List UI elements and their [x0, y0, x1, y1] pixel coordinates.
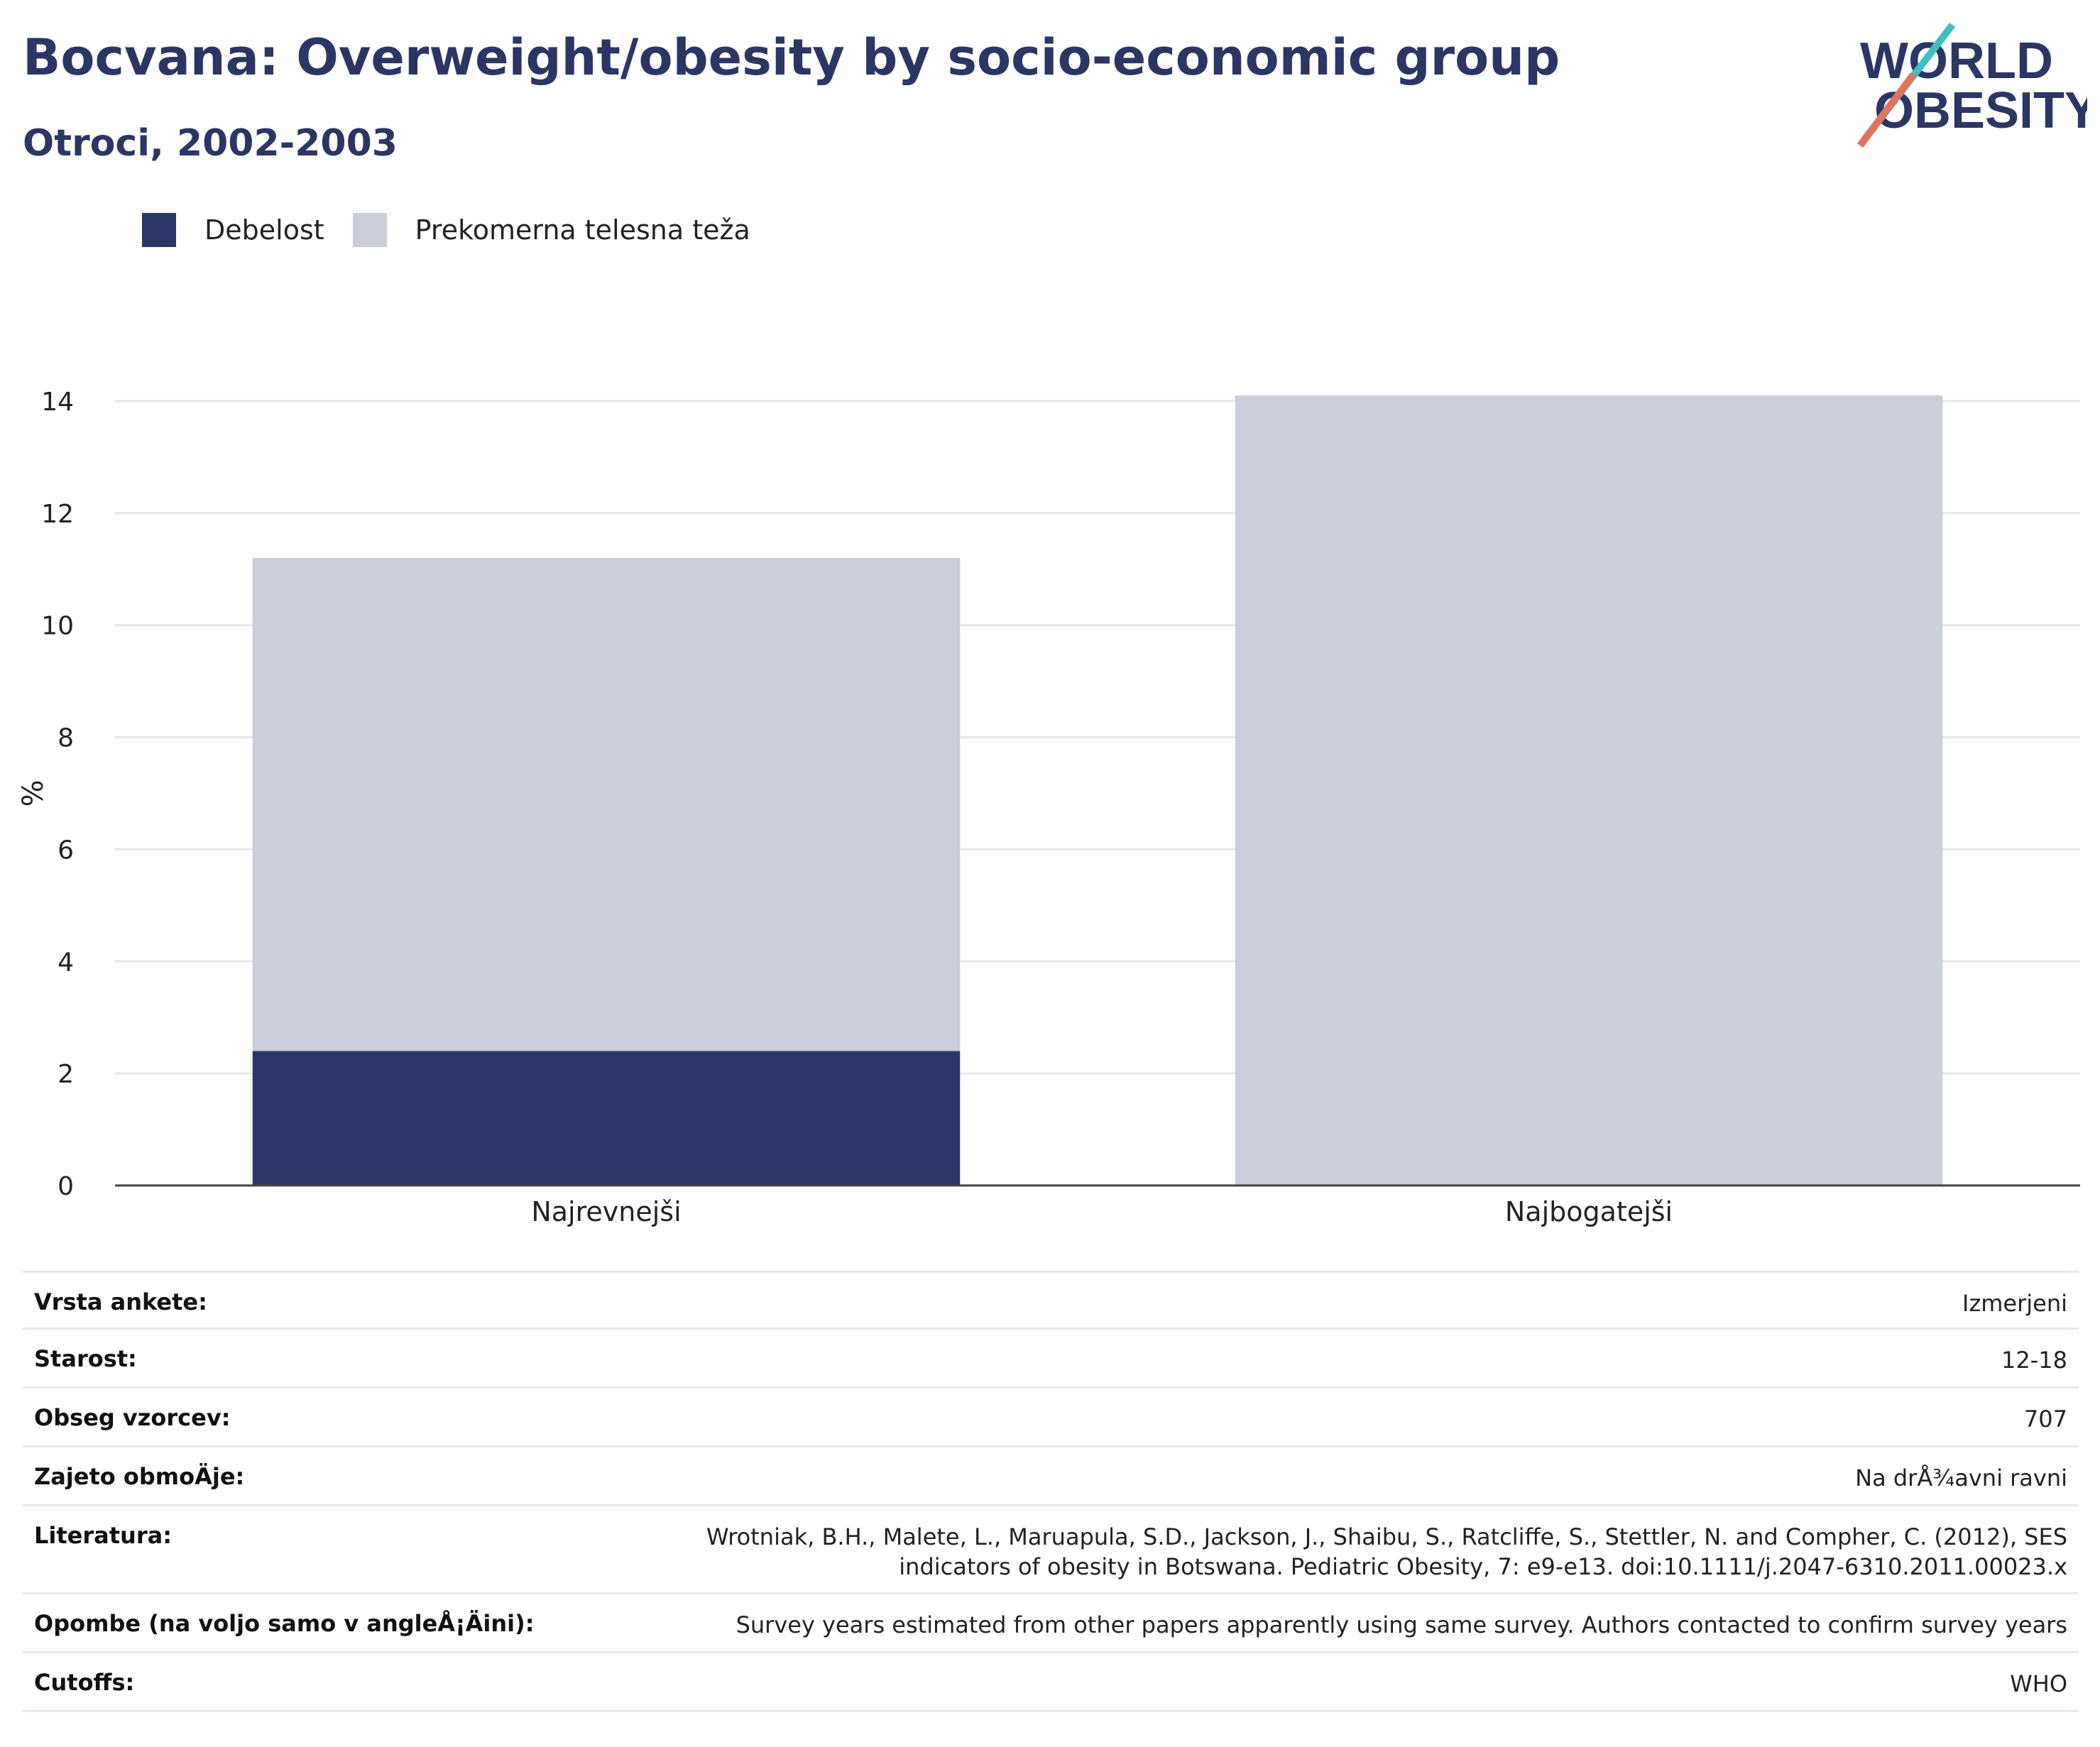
metadata-table: Vrsta ankete: Izmerjeni Starost: 12-18 Obseg… [23, 1271, 2079, 1712]
metadata-value: 707 [2023, 1406, 2067, 1433]
metadata-row: Starost: 12-18 [23, 1330, 2079, 1389]
bar-overweight-1 [252, 558, 961, 1051]
metadata-label: Obseg vzorcev: [34, 1404, 231, 1431]
y-tick-label: 6 [58, 836, 74, 865]
logo-line2: OBESITY [1874, 82, 2087, 139]
x-tick-label: Najbogatejši [1505, 1196, 1673, 1227]
y-tick-label: 8 [58, 724, 74, 753]
legend-swatch-overweight [352, 213, 387, 247]
world-obesity-logo: WORLD OBESITY [1857, 22, 2087, 148]
x-tick-label: Najrevnejši [531, 1196, 681, 1227]
chart-legend: Debelost Prekomerna telesna teža [142, 210, 779, 250]
metadata-label: Opombe (na voljo samo v angleÅ¡Äini): [34, 1610, 535, 1637]
y-tick-label: 10 [41, 612, 74, 641]
metadata-label: Zajeto obmoÄje: [34, 1463, 245, 1490]
legend-swatch-obesity [142, 213, 176, 247]
metadata-label: Starost: [34, 1345, 137, 1372]
metadata-row: Cutoffs: WHO [23, 1653, 2079, 1712]
metadata-label: Cutoffs: [34, 1669, 135, 1696]
bar-overweight-2 [1235, 395, 1943, 1185]
metadata-value: Na drÅ¾avni ravni [1855, 1464, 2067, 1491]
metadata-row: Obseg vzorcev: 707 [23, 1389, 2079, 1447]
legend-label-obesity: Debelost [204, 214, 324, 246]
logo-line1: WORLD [1860, 33, 2053, 89]
y-tick-label: 4 [58, 948, 74, 977]
y-tick-label: 0 [58, 1172, 74, 1201]
metadata-label: Literatura: [34, 1522, 172, 1549]
metadata-value: WHO [2010, 1670, 2067, 1697]
chart-title: Bocvana: Overweight/obesity by socio-eco… [23, 28, 1560, 87]
metadata-label: Vrsta ankete: [34, 1288, 207, 1315]
y-tick-label: 12 [41, 500, 74, 529]
y-tick-label: 14 [41, 388, 74, 417]
y-tick-label: 2 [58, 1060, 74, 1089]
metadata-value: 12-18 [2001, 1347, 2067, 1374]
y-axis-label: % [17, 779, 50, 806]
metadata-row: Opombe (na voljo samo v angleÅ¡Äini): Sur… [23, 1594, 2079, 1653]
bar-chart: 0 2 4 6 8 10 12 14% Najrevnejši Najbogatejši [17, 388, 2080, 1227]
bar-obesity-1 [252, 1051, 961, 1185]
metadata-value: Izmerjeni [1962, 1290, 2067, 1317]
metadata-row: Vrsta ankete: Izmerjeni [23, 1271, 2079, 1330]
logo-slash-coral [1857, 72, 1916, 148]
legend-item-obesity[interactable]: Debelost [142, 213, 324, 247]
metadata-row: Zajeto obmoÄje: Na drÅ¾avni ravni [23, 1447, 2079, 1506]
metadata-value: Survey years estimated from other papers… [735, 1611, 2067, 1638]
legend-label-overweight: Prekomerna telesna teža [415, 214, 750, 246]
legend-item-overweight[interactable]: Prekomerna telesna teža [352, 213, 750, 247]
metadata-value: Wrotniak, B.H., Malete, L., Maruapula, S… [706, 1523, 2067, 1580]
chart-subtitle: Otroci, 2002-2003 [23, 122, 398, 165]
metadata-row: Literatura: Wrotniak, B.H., Malete, L., M… [23, 1506, 2079, 1594]
